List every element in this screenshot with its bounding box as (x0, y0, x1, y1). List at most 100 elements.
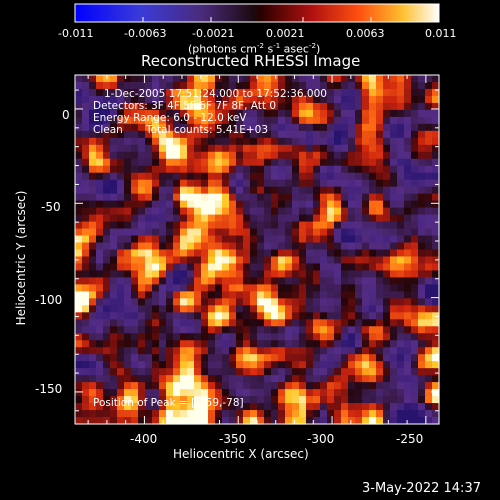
heatmap-cell (187, 270, 195, 279)
heatmap-cell (194, 88, 202, 97)
heatmap-cell (194, 193, 202, 202)
heatmap-cell (236, 361, 244, 369)
heatmap-cell (320, 242, 328, 251)
heatmap-cell (75, 340, 83, 348)
heatmap-cell (418, 333, 426, 341)
heatmap-cell (103, 249, 111, 258)
heatmap-cell (187, 277, 195, 285)
heatmap-cell (124, 228, 132, 237)
heatmap-cell (257, 389, 265, 397)
heatmap-cell (166, 368, 174, 376)
heatmap-cell (152, 354, 160, 362)
heatmap-cell (229, 284, 237, 292)
heatmap-cell (208, 207, 216, 216)
heatmap-cell (432, 214, 440, 223)
heatmap-cell (166, 319, 174, 327)
heatmap-cell (369, 200, 377, 209)
heatmap-cell (404, 277, 412, 285)
heatmap-cell (306, 340, 314, 348)
heatmap-cell (306, 95, 314, 104)
heatmap-cell (103, 200, 111, 209)
heatmap-cell (159, 228, 167, 237)
heatmap-cell (96, 81, 104, 90)
heatmap-cell (285, 326, 293, 334)
heatmap-cell (194, 130, 202, 139)
heatmap-cell (404, 263, 412, 272)
heatmap-cell (75, 403, 83, 411)
heatmap-cell (180, 375, 188, 383)
heatmap-cell (327, 361, 335, 369)
heatmap-cell (390, 361, 398, 369)
heatmap-cell (229, 228, 237, 237)
heatmap-cell (159, 368, 167, 376)
heatmap-cell (243, 228, 251, 237)
heatmap-cell (299, 221, 307, 230)
heatmap-cell (411, 81, 419, 90)
heatmap-cell (334, 361, 342, 369)
heatmap-cell (348, 347, 356, 355)
heatmap-cell (222, 158, 230, 167)
heatmap-cell (376, 249, 384, 258)
heatmap-cell (320, 319, 328, 327)
heatmap-cell (376, 179, 384, 188)
heatmap-cell (187, 256, 195, 265)
heatmap-cell (103, 340, 111, 348)
heatmap-cell (383, 123, 391, 132)
heatmap-cell (425, 389, 433, 397)
heatmap-cell (320, 354, 328, 362)
heatmap-cell (285, 81, 293, 90)
heatmap-cell (166, 284, 174, 292)
heatmap-cell (82, 403, 90, 411)
heatmap-cell (243, 403, 251, 411)
heatmap-cell (341, 256, 349, 265)
heatmap-cell (152, 347, 160, 355)
overlay-energy-range: Energy Range: 6.0 - 12.0 keV (93, 112, 247, 124)
heatmap-cell (327, 396, 335, 404)
heatmap-cell (299, 291, 307, 299)
heatmap-cell (89, 88, 97, 97)
heatmap-cell (215, 382, 223, 390)
heatmap-cell (138, 158, 146, 167)
heatmap-cell (117, 116, 125, 125)
heatmap-cell (306, 284, 314, 292)
heatmap-cell (285, 333, 293, 341)
heatmap-cell (418, 95, 426, 104)
heatmap-cell (257, 312, 265, 320)
heatmap-cell (271, 75, 279, 83)
heatmap-cell (271, 165, 279, 174)
heatmap-cell (152, 382, 160, 390)
heatmap-cell (306, 144, 314, 153)
heatmap-cell (278, 109, 286, 118)
heatmap-cell (341, 221, 349, 230)
heatmap-cell (264, 207, 272, 216)
heatmap-cell (194, 270, 202, 279)
heatmap-cell (327, 270, 335, 279)
heatmap-cell (418, 137, 426, 146)
heatmap-cell (278, 151, 286, 160)
heatmap-cell (355, 214, 363, 223)
heatmap-cell (166, 151, 174, 160)
heatmap-cell (334, 137, 342, 146)
heatmap-cell (180, 130, 188, 139)
heatmap-cell (222, 193, 230, 202)
heatmap-cell (180, 403, 188, 411)
heatmap-cell (89, 179, 97, 188)
heatmap-cell (159, 312, 167, 320)
heatmap-cell (208, 221, 216, 230)
heatmap-cell (131, 214, 139, 223)
heatmap-cell (285, 95, 293, 104)
heatmap-cell (194, 81, 202, 90)
heatmap-cell (229, 298, 237, 306)
heatmap-cell (264, 340, 272, 348)
heatmap-cell (229, 312, 237, 320)
heatmap-cell (215, 312, 223, 320)
heatmap-cell (229, 88, 237, 97)
heatmap-cell (369, 270, 377, 279)
heatmap-cell (117, 172, 125, 181)
heatmap-cell (327, 312, 335, 320)
heatmap-cell (355, 305, 363, 313)
heatmap-cell (425, 81, 433, 90)
heatmap-cell (418, 123, 426, 132)
heatmap-cell (243, 151, 251, 160)
heatmap-cell (82, 319, 90, 327)
